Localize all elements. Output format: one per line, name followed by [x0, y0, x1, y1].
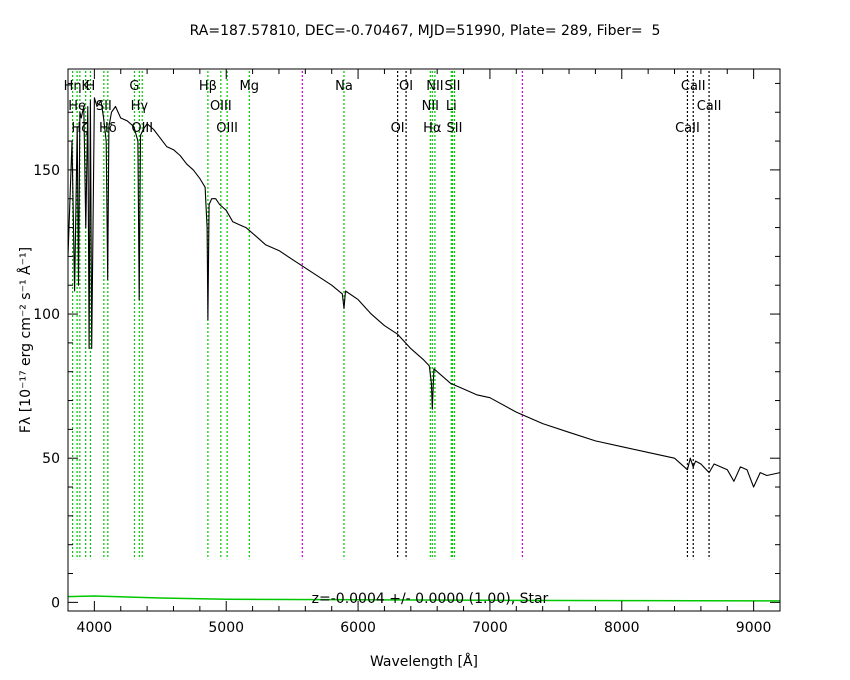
line-label: H: [86, 79, 96, 94]
line-label: OIII: [210, 99, 232, 114]
line-label: SII: [445, 79, 461, 94]
line-label: Hζ: [71, 121, 88, 136]
x-tick-label: 4000: [77, 620, 113, 636]
line-label: NII: [426, 79, 443, 94]
line-label: He: [68, 99, 86, 114]
chart-title: RA=187.57810, DEC=-0.70467, MJD=51990, P…: [190, 23, 661, 39]
line-label: CaII: [697, 99, 722, 114]
y-tick-label: 50: [42, 451, 60, 467]
line-label: OI: [399, 79, 413, 94]
line-label: OIII: [216, 121, 238, 136]
x-tick-label: 6000: [340, 620, 376, 636]
y-tick-label: 100: [33, 307, 60, 323]
line-label: CaII: [675, 121, 700, 136]
x-tick-label: 8000: [604, 620, 640, 636]
plot-frame: [67, 68, 781, 612]
line-label: OI: [391, 121, 405, 136]
line-label: SII: [446, 121, 462, 136]
x-tick-label: 7000: [472, 620, 508, 636]
line-label: K: [81, 79, 90, 94]
redshift-annotation: z=-0.0004 +/- 0.0000 (1.00), Star: [312, 591, 549, 607]
spectrum-layer: [67, 97, 781, 602]
y-tick-label: 150: [33, 163, 60, 179]
line-label: G: [129, 79, 139, 94]
line-label: Hδ: [99, 121, 117, 136]
x-tick-label: 5000: [208, 620, 244, 636]
line-label: CaII: [681, 79, 706, 94]
x-axis-label: Wavelength [Å]: [370, 653, 478, 670]
error-series-line: [67, 595, 781, 602]
y-axis-label: Fλ [10⁻¹⁷ erg cm⁻² s⁻¹ Å⁻¹]: [17, 247, 34, 433]
line-label: SII: [96, 99, 112, 114]
line-label: Hβ: [199, 79, 217, 94]
axes-layer: 4000 5000 6000 7000 8000 9000 0 50 100 150: [33, 69, 780, 636]
line-label: Na: [335, 79, 353, 94]
line-label: Hα: [423, 121, 441, 136]
line-label: NII: [422, 99, 439, 114]
line-label: Hγ: [131, 99, 149, 114]
y-tick-label: 0: [51, 595, 60, 611]
line-label: OIII: [131, 121, 153, 136]
line-markers-layer: [72, 71, 710, 560]
line-label: Mg: [240, 79, 259, 94]
line-label: Hη: [64, 79, 82, 94]
spectrum-series-line: [67, 97, 781, 488]
x-tick-label: 9000: [736, 620, 772, 636]
line-label: Li: [446, 99, 457, 114]
